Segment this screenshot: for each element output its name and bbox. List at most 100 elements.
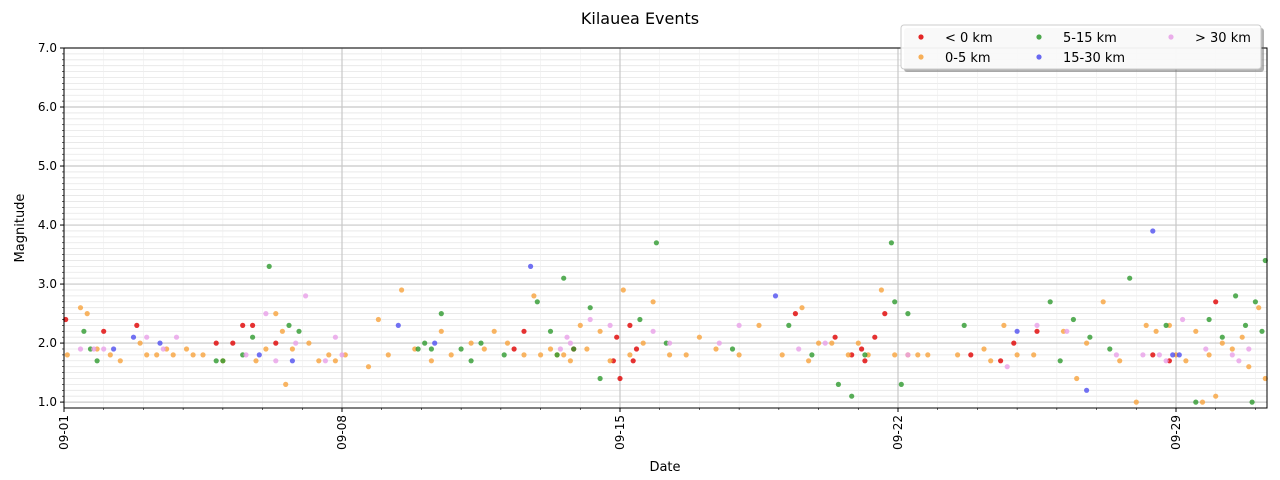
data-point [332, 334, 338, 340]
data-point [627, 322, 633, 328]
data-point [988, 358, 994, 364]
data-point [422, 340, 428, 346]
data-point [1133, 399, 1139, 405]
data-point [968, 352, 974, 358]
data-point [955, 352, 961, 358]
data-point [799, 305, 805, 311]
data-point [137, 340, 143, 346]
data-point [91, 346, 97, 352]
data-point [213, 340, 219, 346]
data-point [134, 322, 140, 328]
data-point [1206, 352, 1212, 358]
data-point [630, 358, 636, 364]
data-point [961, 322, 967, 328]
data-point [511, 346, 517, 352]
data-point [213, 358, 219, 364]
data-point [587, 305, 593, 311]
data-point [283, 381, 289, 387]
legend-marker [1036, 34, 1042, 40]
y-axis-ticks: 1.0 2.0 3.0 4.0 5.0 6.0 7.0 [38, 41, 64, 409]
data-point [1087, 334, 1093, 340]
data-point [101, 328, 107, 334]
data-point [243, 352, 249, 358]
chart-title: Kilauea Events [581, 9, 699, 28]
data-point [173, 334, 180, 340]
data-point [736, 352, 742, 358]
data-point [796, 346, 802, 352]
x-tick-label: 09-01 [57, 415, 71, 450]
data-point [561, 352, 567, 358]
data-point [597, 328, 603, 334]
data-point [1004, 364, 1010, 370]
data-point [273, 340, 279, 346]
x-axis-label: Date [649, 460, 680, 475]
data-point [478, 340, 484, 346]
data-point [892, 299, 898, 305]
data-point [1176, 352, 1182, 358]
data-point [200, 352, 206, 358]
data-point [1206, 316, 1212, 323]
data-point [849, 393, 855, 399]
data-point [829, 340, 835, 346]
data-point [756, 322, 762, 328]
data-point [332, 358, 338, 364]
data-point [1150, 352, 1156, 358]
data-point [925, 352, 931, 358]
data-point [77, 346, 84, 352]
data-point [729, 346, 736, 352]
data-point [1001, 322, 1007, 328]
data-point [253, 358, 259, 364]
data-point [160, 346, 166, 352]
data-point [1100, 299, 1106, 305]
data-point [107, 352, 113, 358]
data-point [1084, 340, 1090, 346]
data-point [1219, 340, 1225, 346]
data-point [1163, 358, 1169, 364]
data-point [571, 346, 577, 352]
plot-frame [63, 47, 1268, 409]
series-3 [111, 228, 1182, 393]
data-point [772, 293, 779, 299]
data-point [534, 299, 540, 305]
data-point [713, 346, 719, 352]
data-point [1084, 387, 1090, 393]
data-point [286, 322, 292, 328]
data-point [1014, 328, 1020, 334]
data-point [428, 358, 434, 364]
data-point [117, 358, 123, 364]
data-point [531, 293, 537, 299]
data-point [1014, 352, 1020, 358]
data-point [256, 352, 262, 358]
legend-label: < 0 km [945, 31, 993, 46]
legend-label: > 30 km [1195, 31, 1251, 46]
data-point [521, 352, 527, 358]
data-point [458, 346, 464, 352]
series-0 [63, 299, 1219, 382]
data-point [266, 263, 272, 269]
data-point [273, 358, 279, 364]
data-point [1239, 334, 1245, 340]
data-point [1199, 399, 1206, 405]
legend-marker [1036, 54, 1042, 60]
legend: < 0 km 0-5 km 5-15 km 15-30 km > 30 km [900, 24, 1264, 72]
data-point [1070, 316, 1076, 323]
data-point [736, 322, 742, 328]
legend-label: 0-5 km [945, 51, 991, 66]
data-point [130, 334, 137, 340]
data-point [273, 311, 279, 317]
data-point [892, 352, 898, 358]
data-point [1180, 316, 1186, 323]
x-axis-ticks: 09-01 09-08 09-15 09-22 09-29 [57, 408, 1256, 450]
data-point [521, 328, 527, 334]
data-point [64, 352, 70, 358]
data-point [230, 340, 236, 346]
data-point [375, 316, 381, 323]
data-point [481, 346, 487, 352]
data-point [279, 328, 285, 334]
data-point [399, 287, 405, 293]
data-point [597, 375, 603, 382]
x-tick-label: 09-29 [1169, 415, 1183, 450]
data-point [1256, 305, 1262, 311]
data-point [296, 328, 302, 334]
